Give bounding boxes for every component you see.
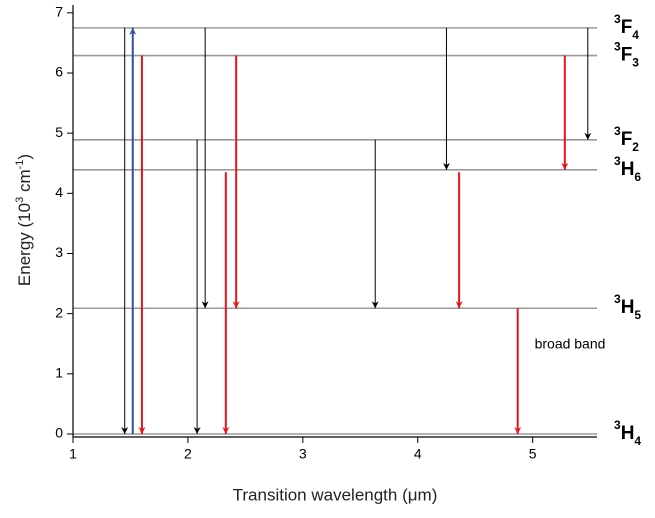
level-letter: H	[621, 297, 635, 318]
level-label: 3H6	[614, 154, 641, 184]
level-j: 3	[632, 56, 639, 70]
level-multiplicity: 3	[614, 418, 621, 432]
level-letter: F	[621, 45, 633, 66]
level-letter: F	[621, 17, 633, 38]
level-j: 5	[634, 308, 641, 322]
y-tick-label: 0	[55, 425, 63, 441]
y-tick-label: 6	[55, 64, 63, 80]
level-label: 3F3	[614, 40, 639, 70]
x-tick-label: 1	[69, 446, 77, 462]
level-label: 3H5	[614, 292, 641, 322]
y-title-part: )	[15, 154, 34, 160]
y-title-sup: -1	[14, 160, 26, 170]
y-tick-label: 2	[55, 304, 63, 320]
y-tick-label: 5	[55, 124, 63, 140]
level-multiplicity: 3	[614, 124, 621, 138]
y-axis-title: Energy (103 cm-1)	[14, 154, 35, 286]
y-title-part: Energy (10	[15, 203, 34, 286]
level-multiplicity: 3	[614, 40, 621, 54]
y-tick-label: 1	[55, 365, 63, 381]
level-j: 6	[634, 170, 641, 184]
level-multiplicity: 3	[614, 292, 621, 306]
level-multiplicity: 3	[614, 12, 621, 26]
level-j: 4	[632, 28, 639, 42]
level-multiplicity: 3	[614, 154, 621, 168]
level-j: 2	[632, 140, 639, 154]
level-label: 3H4	[614, 418, 641, 448]
x-axis-title: Transition wavelength (μm)	[233, 485, 438, 504]
annotation: broad band	[535, 336, 606, 352]
y-title-part: cm	[15, 169, 34, 196]
y-tick-label: 4	[55, 184, 63, 200]
level-letter: F	[621, 129, 633, 150]
y-title-sup: 3	[14, 197, 26, 203]
y-tick-label: 7	[55, 4, 63, 20]
level-letter: H	[621, 423, 635, 444]
y-tick-label: 3	[55, 244, 63, 260]
x-tick-label: 4	[414, 446, 422, 462]
level-j: 4	[634, 434, 641, 448]
x-tick-label: 5	[529, 446, 537, 462]
level-label: 3F2	[614, 124, 639, 154]
level-label: 3F4	[614, 12, 639, 42]
x-tick-label: 2	[184, 446, 192, 462]
level-letter: H	[621, 159, 635, 180]
x-tick-label: 3	[299, 446, 307, 462]
